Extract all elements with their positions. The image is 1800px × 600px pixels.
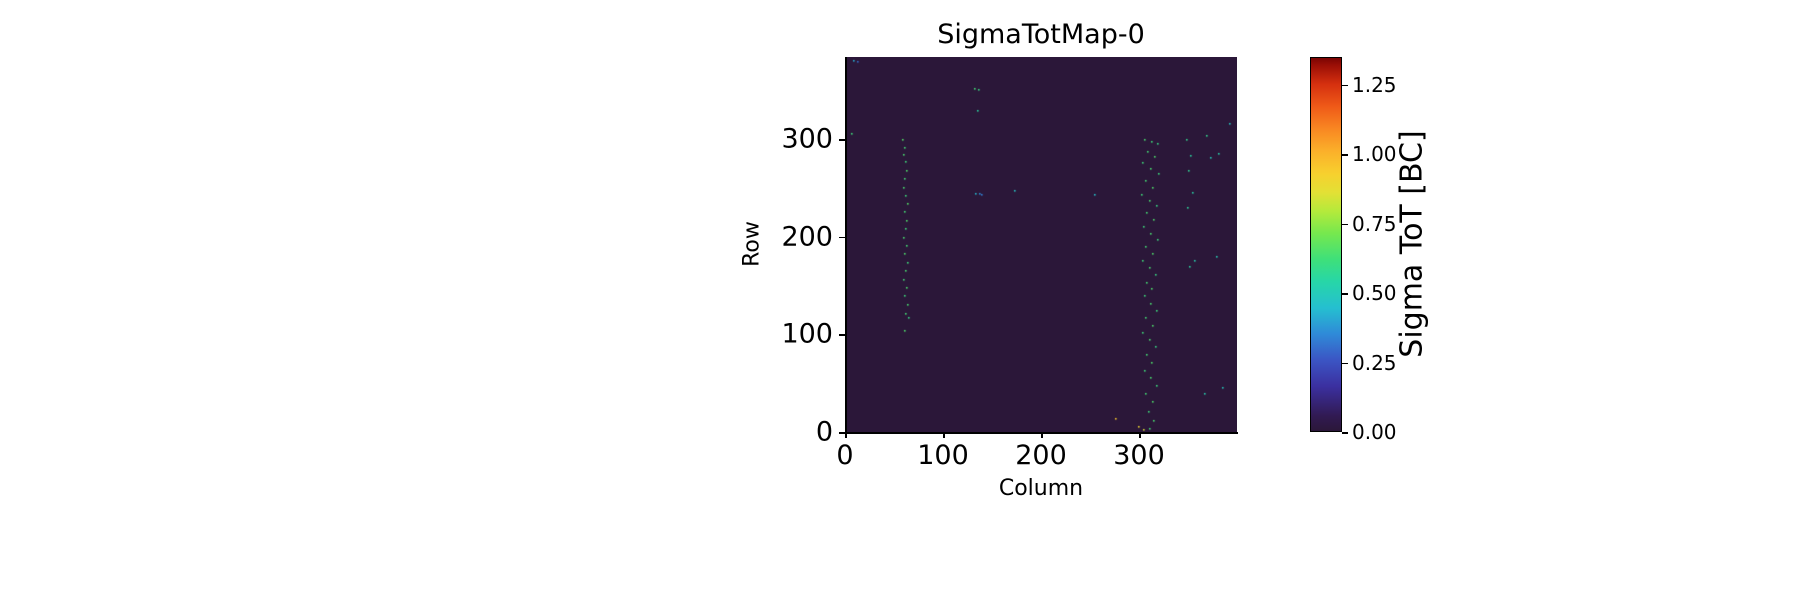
y-tick-label: 0 bbox=[815, 416, 833, 448]
colorbar-gradient bbox=[1310, 57, 1342, 432]
x-tick-mark bbox=[1041, 432, 1043, 438]
y-axis-label: Row bbox=[739, 221, 765, 267]
colorbar-tick-mark bbox=[1342, 223, 1348, 226]
x-tick-label: 0 bbox=[836, 440, 854, 471]
x-tick-mark bbox=[845, 432, 847, 438]
x-tick-label: 200 bbox=[1015, 440, 1067, 471]
y-tick-mark bbox=[839, 432, 845, 434]
y-tick-label: 200 bbox=[781, 221, 833, 253]
colorbar-tick-mark bbox=[1342, 362, 1348, 365]
x-tick-mark bbox=[1139, 432, 1141, 438]
heatmap-image bbox=[845, 57, 1237, 432]
colorbar-tick-mark bbox=[1342, 432, 1348, 434]
colorbar-tick-label: 0.25 bbox=[1352, 350, 1397, 375]
colorbar-tick-label: 1.25 bbox=[1352, 72, 1397, 97]
x-axis-label: Column bbox=[998, 476, 1084, 501]
y-tick-mark bbox=[839, 139, 845, 141]
x-tick-label: 300 bbox=[1113, 440, 1165, 471]
colorbar-tick-label: 0.00 bbox=[1352, 420, 1397, 444]
x-tick-label: 100 bbox=[917, 440, 969, 471]
colorbar-tick-label: 0.50 bbox=[1352, 281, 1397, 306]
colorbar-label: Sigma ToT [BC] bbox=[1394, 130, 1430, 358]
y-tick-label: 100 bbox=[781, 318, 833, 350]
colorbar-tick-label: 1.00 bbox=[1352, 142, 1397, 167]
x-tick-mark bbox=[943, 432, 945, 438]
page-title: SigmaTotMap-0 bbox=[937, 19, 1145, 50]
y-tick-mark bbox=[839, 236, 845, 239]
colorbar-tick-mark bbox=[1342, 154, 1348, 156]
colorbar-tick-mark bbox=[1342, 84, 1348, 87]
y-tick-label: 300 bbox=[781, 123, 833, 155]
axis-spine-left bbox=[845, 57, 847, 432]
colorbar[interactable] bbox=[1310, 57, 1348, 434]
heatmap-axes[interactable] bbox=[845, 57, 1237, 432]
colorbar-tick-label: 0.75 bbox=[1352, 211, 1397, 236]
y-tick-mark bbox=[839, 334, 845, 336]
colorbar-tick-mark bbox=[1342, 293, 1348, 295]
